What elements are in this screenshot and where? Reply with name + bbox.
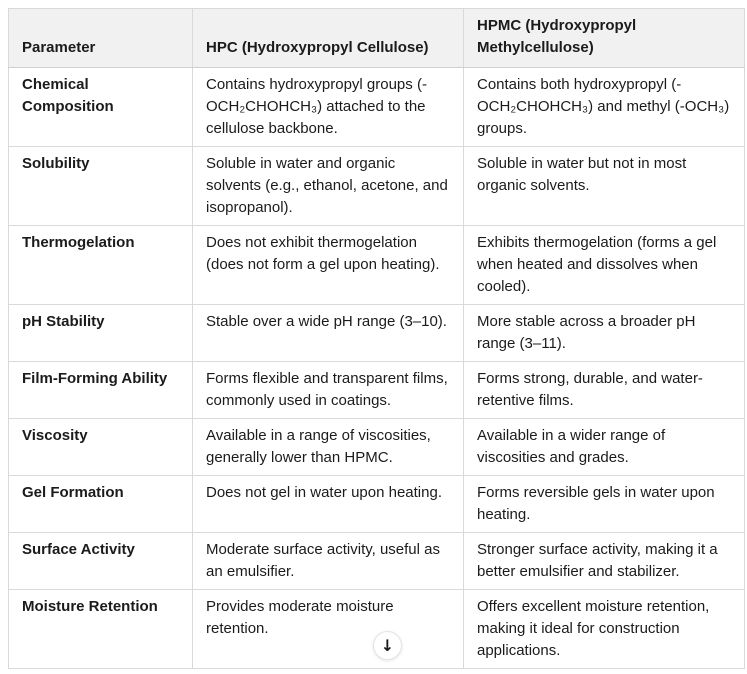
column-header-hpmc: HPMC (Hydroxypropyl Methylcellulose) bbox=[463, 8, 745, 68]
hpmc-cell: Exhibits thermogelation (forms a gel whe… bbox=[463, 225, 745, 305]
hpmc-cell: Forms reversible gels in water upon heat… bbox=[463, 475, 745, 533]
row-label: Film-Forming Ability bbox=[8, 361, 193, 419]
hpmc-cell: Soluble in water but not in most organic… bbox=[463, 146, 745, 226]
row-label: Chemical Composition bbox=[8, 67, 193, 147]
table-row: Thermogelation Does not exhibit thermoge… bbox=[8, 225, 745, 305]
table-row: Solubility Soluble in water and organic … bbox=[8, 146, 745, 226]
scroll-to-bottom-button[interactable]: ↓ bbox=[373, 631, 402, 660]
row-label: Solubility bbox=[8, 146, 193, 226]
hpmc-cell: Available in a wider range of viscositie… bbox=[463, 418, 745, 476]
hpc-cell: Forms flexible and transparent films, co… bbox=[192, 361, 464, 419]
hpc-cell: Does not exhibit thermogelation (does no… bbox=[192, 225, 464, 305]
hpc-cell: Soluble in water and organic solvents (e… bbox=[192, 146, 464, 226]
hpmc-cell: Contains both hydroxypropyl (-OCH₂CHOHCH… bbox=[463, 67, 745, 147]
hpc-cell: Moderate surface activity, useful as an … bbox=[192, 532, 464, 590]
hpc-cell: Provides moderate moisture retention. bbox=[192, 589, 464, 669]
row-label: pH Stability bbox=[8, 304, 193, 362]
hpc-cell: Does not gel in water upon heating. bbox=[192, 475, 464, 533]
column-header-hpc: HPC (Hydroxypropyl Cellulose) bbox=[192, 8, 464, 68]
table-row: Surface Activity Moderate surface activi… bbox=[8, 532, 745, 590]
row-label: Moisture Retention bbox=[8, 589, 193, 669]
table-row: Chemical Composition Contains hydroxypro… bbox=[8, 67, 745, 147]
hpmc-cell: Stronger surface activity, making it a b… bbox=[463, 532, 745, 590]
hpc-cell: Stable over a wide pH range (3–10). bbox=[192, 304, 464, 362]
down-arrow-icon: ↓ bbox=[380, 635, 395, 655]
table-row: Viscosity Available in a range of viscos… bbox=[8, 418, 745, 476]
hpmc-cell: More stable across a broader pH range (3… bbox=[463, 304, 745, 362]
table-row: pH Stability Stable over a wide pH range… bbox=[8, 304, 745, 362]
table-header-row: Parameter HPC (Hydroxypropyl Cellulose) … bbox=[8, 8, 745, 68]
table-row: Film-Forming Ability Forms flexible and … bbox=[8, 361, 745, 419]
table-row: Gel Formation Does not gel in water upon… bbox=[8, 475, 745, 533]
row-label: Viscosity bbox=[8, 418, 193, 476]
hpc-cell: Contains hydroxypropyl groups (-OCH₂CHOH… bbox=[192, 67, 464, 147]
table-row: Moisture Retention Provides moderate moi… bbox=[8, 589, 745, 669]
row-label: Thermogelation bbox=[8, 225, 193, 305]
hpmc-cell: Forms strong, durable, and water-retenti… bbox=[463, 361, 745, 419]
hpc-hpmc-comparison-table: Parameter HPC (Hydroxypropyl Cellulose) … bbox=[8, 8, 745, 669]
hpmc-cell: Offers excellent moisture retention, mak… bbox=[463, 589, 745, 669]
hpc-cell: Available in a range of viscosities, gen… bbox=[192, 418, 464, 476]
row-label: Gel Formation bbox=[8, 475, 193, 533]
column-header-parameter: Parameter bbox=[8, 8, 193, 68]
row-label: Surface Activity bbox=[8, 532, 193, 590]
